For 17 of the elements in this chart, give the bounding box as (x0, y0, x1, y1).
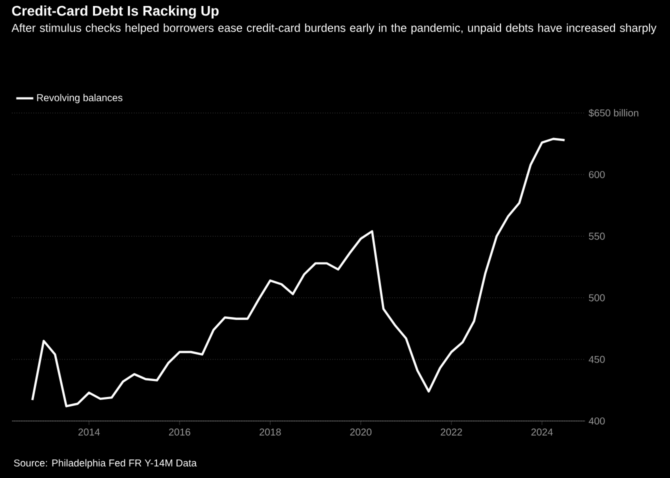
y-tick-label: 500 (588, 294, 605, 302)
y-tick-label: 550 (588, 232, 605, 240)
y-tick-label: 400 (588, 417, 605, 425)
x-tick-label: 2014 (78, 428, 100, 436)
x-tick-label: 2024 (531, 428, 553, 436)
y-tick-label: 600 (589, 171, 605, 178)
chart-title: Credit-Card Debt Is Racking Up (12, 6, 219, 19)
y-tick-label: $650 billion (588, 108, 638, 118)
line-series (31, 138, 566, 408)
source-note: Source: Philadelphia Fed FR Y-14M Data (14, 459, 197, 468)
y-tick-label: 450 (588, 356, 605, 363)
x-tick-label: 2016 (169, 428, 190, 436)
x-tick-label: 2022 (440, 428, 462, 436)
legend-label: Revolving balances (37, 94, 122, 104)
chart-subtitle: After stimulus checks helped borrowers ease credit-card burdens early in the pandemic, unpaid debts have increased sharply (12, 24, 656, 34)
x-tick-label: 2020 (350, 428, 372, 436)
x-tick-label: 2018 (260, 428, 281, 436)
